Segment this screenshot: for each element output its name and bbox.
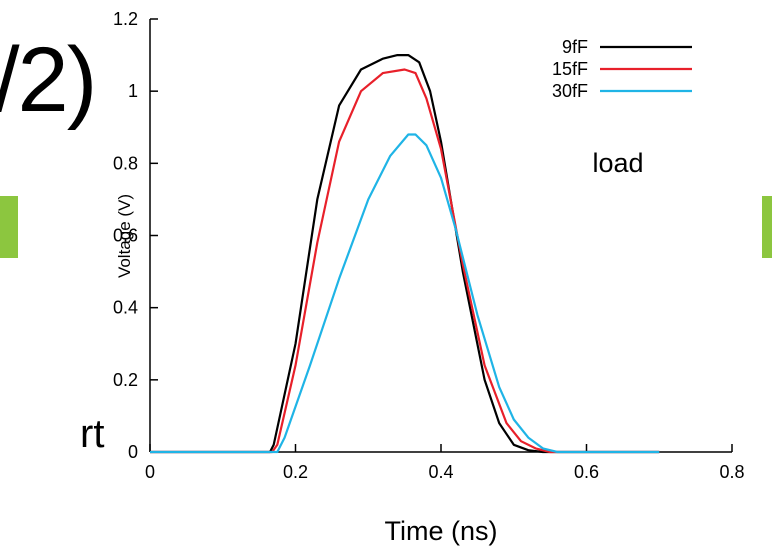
y-tick-label: 0.4 — [113, 298, 138, 318]
series-line-9fF — [150, 53, 660, 454]
series-lines — [150, 53, 660, 454]
y-tick-label: 1 — [128, 81, 138, 101]
x-tick-label: 0.2 — [283, 462, 308, 482]
x-tick-label: 0.4 — [428, 462, 453, 482]
y-axis-label: Voltage (V) — [115, 194, 134, 278]
x-axis-ticks: 0 0.2 0.4 0.6 0.8 — [145, 444, 745, 482]
accent-bar-left — [0, 196, 18, 258]
legend-label-30fF: 30fF — [552, 81, 588, 101]
series-line-15fF — [150, 68, 660, 454]
legend-annotation-load: load — [592, 148, 643, 178]
x-tick-label: 0.8 — [719, 462, 744, 482]
x-tick-label: 0 — [145, 462, 155, 482]
slide-title-fragment: /2) — [0, 29, 97, 131]
series-line-30fF — [150, 133, 660, 454]
y-tick-label: 0.8 — [113, 153, 138, 173]
y-tick-label: 0.2 — [113, 370, 138, 390]
axes — [149, 19, 732, 453]
slide-bullet-fragment: rt — [80, 412, 105, 456]
x-axis-label: Time (ns) — [385, 516, 498, 546]
y-tick-label: 1.2 — [113, 9, 138, 29]
y-tick-label: 0 — [128, 442, 138, 462]
legend-label-9fF: 9fF — [562, 37, 588, 57]
y-tick-label: 0.6 — [113, 226, 138, 246]
legend-label-15fF: 15fF — [552, 59, 588, 79]
x-tick-label: 0.6 — [574, 462, 599, 482]
y-axis-ticks: 0 0.2 0.4 0.6 0.8 1 1.2 — [113, 9, 158, 462]
accent-bar-right — [762, 196, 772, 258]
